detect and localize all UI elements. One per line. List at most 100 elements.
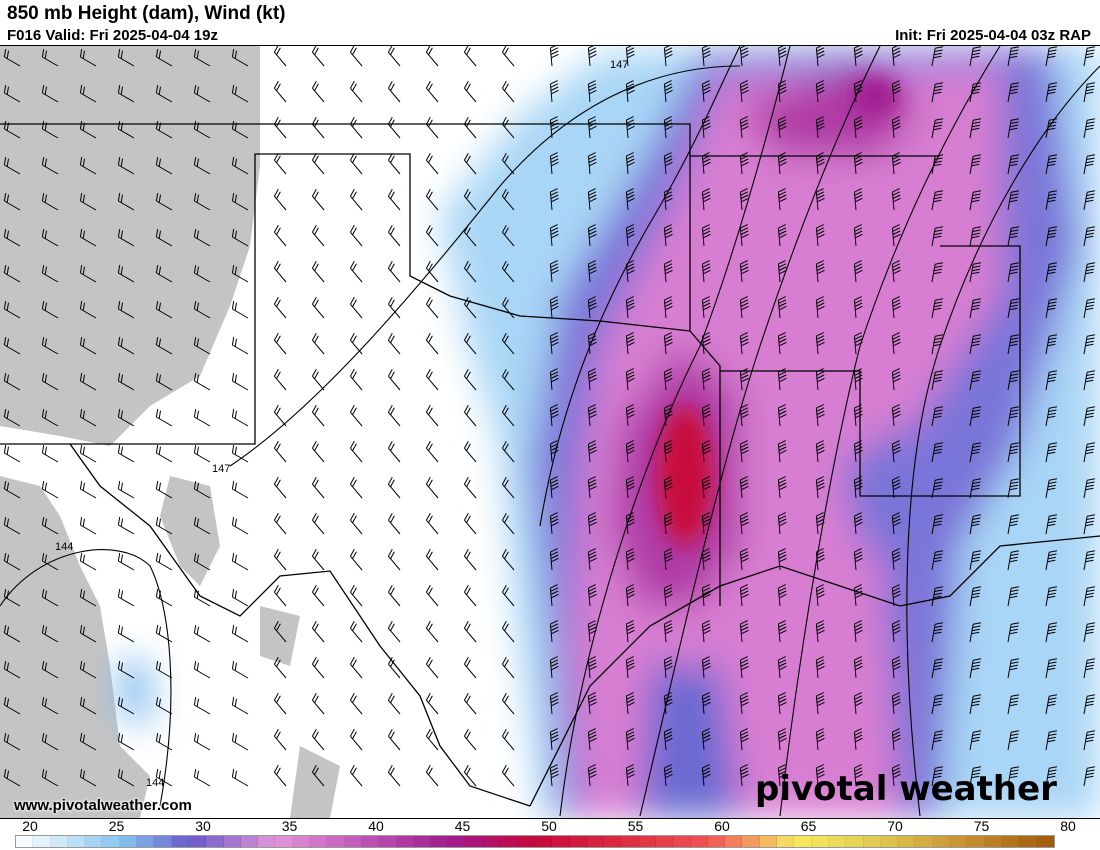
- wind-barb: [969, 46, 982, 67]
- wind-barb: [891, 476, 901, 499]
- wind-barb: [931, 766, 944, 787]
- wind-barb: [425, 620, 439, 643]
- colorbar-bin: [119, 836, 138, 847]
- wind-barb: [349, 152, 363, 175]
- wind-barb: [425, 46, 439, 67]
- wind-barb: [587, 404, 597, 427]
- wind-barb: [311, 152, 325, 175]
- colorbar-bin: [327, 836, 345, 847]
- wind-barb: [463, 404, 477, 427]
- wind-barb: [3, 625, 21, 643]
- colorbar-bin: [655, 836, 674, 847]
- wind-barb: [701, 548, 711, 571]
- colorbar-bin: [413, 836, 432, 847]
- wind-barb: [739, 368, 749, 391]
- wind-barb: [931, 406, 944, 427]
- colorbar-bin: [67, 836, 86, 847]
- wind-barb: [193, 661, 211, 679]
- wind-barb: [155, 337, 173, 355]
- wind-barb: [931, 298, 944, 319]
- wind-barb: [1045, 586, 1058, 607]
- wind-barb: [155, 445, 173, 463]
- wind-barb: [387, 188, 401, 211]
- wind-barb: [349, 548, 363, 571]
- wind-barb: [701, 116, 711, 139]
- wind-barb: [273, 548, 287, 571]
- wind-barb: [969, 82, 982, 103]
- wind-barb: [117, 697, 135, 715]
- wind-barb: [587, 116, 597, 139]
- wind-barb: [463, 332, 477, 355]
- wind-barb: [231, 697, 249, 715]
- wind-barb: [501, 656, 515, 679]
- wind-barb: [231, 49, 249, 67]
- wind-barb: [387, 260, 401, 283]
- colorbar-label: 30: [195, 818, 211, 834]
- wind-barb: [853, 116, 863, 139]
- wind-barb: [387, 440, 401, 463]
- wind-barb: [387, 46, 401, 67]
- wind-barb: [1083, 334, 1096, 355]
- wind-barb: [41, 337, 59, 355]
- wind-barb: [1083, 46, 1096, 67]
- colorbar-bin: [85, 836, 103, 847]
- wind-barb: [463, 620, 477, 643]
- wind-barb: [231, 157, 249, 175]
- weather-map[interactable]: 147 147 144 144: [0, 45, 1100, 819]
- valid-time: F016 Valid: Fri 2025-04-04 19z: [7, 27, 218, 44]
- wind-barb: [349, 296, 363, 319]
- wind-barb: [739, 188, 749, 211]
- colorbar-bin: [206, 836, 224, 847]
- wind-barb: [1083, 226, 1096, 247]
- wind-barb: [273, 620, 287, 643]
- wind-barb: [3, 193, 21, 211]
- wind-barb: [1045, 262, 1058, 283]
- wind-barb: [79, 625, 97, 643]
- wind-barb: [663, 584, 673, 607]
- wind-barb: [853, 548, 863, 571]
- wind-barb: [41, 661, 59, 679]
- wind-barb: [193, 49, 211, 67]
- colorbar-bin: [292, 836, 311, 847]
- wind-barb: [815, 620, 825, 643]
- wind-barb: [549, 440, 559, 463]
- wind-barb: [3, 409, 21, 427]
- wind-barb: [231, 481, 249, 499]
- wind-barb: [231, 373, 249, 391]
- site-watermark: www.pivotalweather.com: [14, 797, 192, 814]
- wind-barb: [193, 589, 211, 607]
- wind-barb: [79, 697, 97, 715]
- wind-barb: [117, 769, 135, 787]
- wind-barb: [501, 728, 515, 751]
- colorbar-bin: [932, 836, 951, 847]
- wind-barb: [701, 152, 711, 175]
- wind-barb: [701, 764, 711, 787]
- wind-barb: [273, 404, 287, 427]
- wind-barb: [41, 517, 59, 535]
- wind-barb: [777, 512, 787, 535]
- wind-barb: [311, 764, 325, 787]
- wind-barb: [231, 265, 249, 283]
- wind-barb: [117, 193, 135, 211]
- colorbar-bin: [673, 836, 691, 847]
- wind-barb: [853, 152, 863, 175]
- wind-barb: [931, 586, 944, 607]
- wind-barb: [587, 620, 597, 643]
- wind-barb: [969, 262, 982, 283]
- wind-barb: [387, 728, 401, 751]
- wind-barb: [777, 476, 787, 499]
- wind-barb: [79, 49, 97, 67]
- wind-barb: [1007, 586, 1020, 607]
- wind-barb: [463, 440, 477, 463]
- wind-barb: [1045, 730, 1058, 751]
- colorbar-bin: [552, 836, 570, 847]
- wind-barb: [1007, 766, 1020, 787]
- wind-barb: [625, 404, 635, 427]
- wind-barb: [273, 332, 287, 355]
- colorbar-bin: [604, 836, 622, 847]
- wind-barb: [815, 476, 825, 499]
- wind-barb: [425, 440, 439, 463]
- colorbar-bin: [361, 836, 380, 847]
- wind-barb: [501, 224, 515, 247]
- wind-barb: [501, 584, 515, 607]
